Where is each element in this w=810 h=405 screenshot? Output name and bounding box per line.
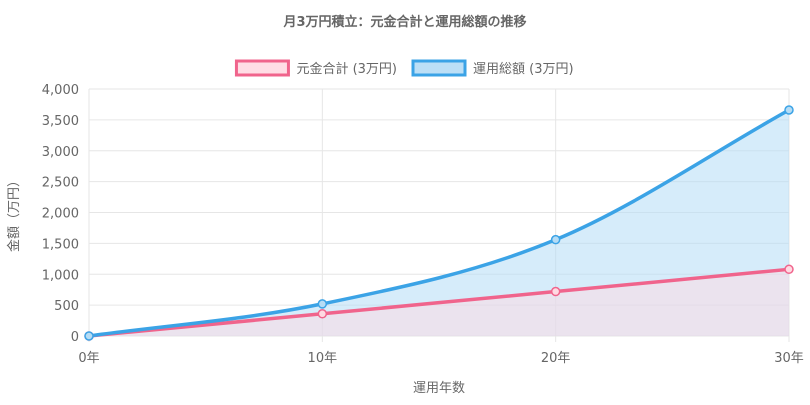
data-point bbox=[317, 309, 328, 319]
legend: 元金合計 (3万円) 運用総額 (3万円) bbox=[234, 59, 574, 77]
data-points bbox=[84, 105, 794, 341]
legend-item: 元金合計 (3万円) bbox=[234, 59, 397, 77]
x-tick-label: 30年 bbox=[774, 351, 804, 366]
y-tick-label: 2,000 bbox=[42, 207, 79, 222]
y-tick-label: 1,000 bbox=[42, 268, 79, 283]
legend-item: 運用総額 (3万円) bbox=[411, 59, 574, 77]
chart-title: 月3万円積立：元金合計と運用総額の推移 bbox=[282, 14, 526, 30]
data-point bbox=[550, 286, 561, 297]
x-tick-label: 10年 bbox=[308, 351, 338, 366]
y-tick-label: 0 bbox=[71, 330, 79, 345]
x-tick-label: 20年 bbox=[541, 351, 571, 366]
series-area-fill bbox=[89, 109, 789, 337]
y-tick-label: 3,000 bbox=[42, 145, 79, 160]
legend-label: 運用総額 (3万円) bbox=[473, 62, 574, 77]
legend-swatch bbox=[411, 59, 467, 77]
legend-label: 元金合計 (3万円) bbox=[296, 61, 397, 77]
data-point bbox=[550, 234, 561, 245]
y-tick-label: 1,500 bbox=[42, 237, 79, 252]
data-point bbox=[784, 105, 794, 115]
x-axis-label: 運用年数 bbox=[413, 381, 465, 396]
y-tick-label: 4,000 bbox=[42, 83, 79, 98]
x-tick-label: 0年 bbox=[78, 351, 99, 366]
axis-ticks: 0 500 1,000 1,500 2,000 2,500 3,000 3,500 4,000 0… bbox=[42, 83, 804, 366]
series-lines bbox=[87, 108, 791, 338]
y-tick-label: 2,500 bbox=[42, 176, 79, 191]
data-point bbox=[317, 299, 328, 309]
y-axis-label: 金額（万円） bbox=[6, 174, 22, 252]
series-line bbox=[87, 108, 791, 338]
y-tick-label: 500 bbox=[54, 299, 79, 314]
data-point bbox=[84, 331, 94, 341]
y-tick-label: 3,500 bbox=[42, 114, 79, 129]
legend-swatch bbox=[234, 59, 290, 77]
series-line bbox=[87, 267, 791, 338]
data-point bbox=[784, 264, 794, 275]
